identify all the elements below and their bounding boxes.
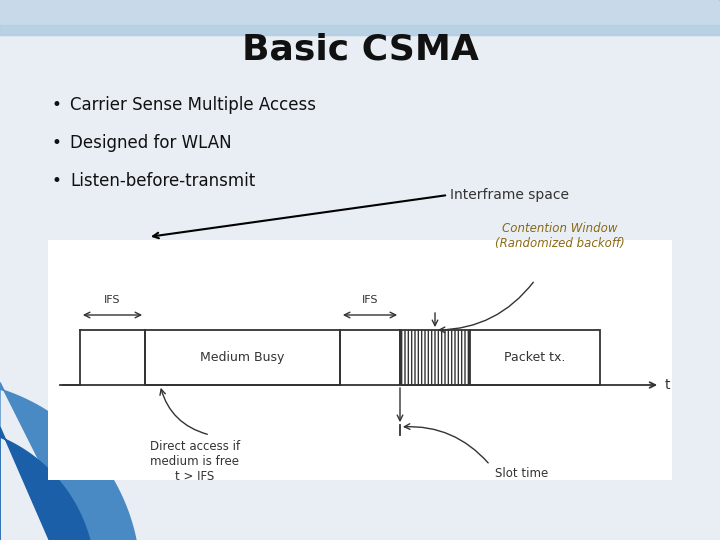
Text: Packet tx.: Packet tx. [504,351,566,364]
Polygon shape [0,380,140,540]
Text: IFS: IFS [361,295,378,305]
Text: Basic CSMA: Basic CSMA [242,33,478,67]
Text: IFS: IFS [104,295,121,305]
Bar [145,330,340,385]
Text: Medium Busy: Medium Busy [200,351,284,364]
Bar [48,240,672,480]
Text: •: • [52,134,62,152]
Text: •: • [52,96,62,114]
Polygon shape [0,425,95,540]
Text: Listen-before-transmit: Listen-before-transmit [70,172,256,190]
Text: Carrier Sense Multiple Access: Carrier Sense Multiple Access [70,96,316,114]
Text: Direct access if
medium is free
t > IFS: Direct access if medium is free t > IFS [150,440,240,483]
Bar [470,330,600,385]
Bar [400,330,470,385]
Text: Contention Window
(Randomized backoff): Contention Window (Randomized backoff) [495,222,625,250]
Text: Designed for WLAN: Designed for WLAN [70,134,232,152]
Text: Slot time: Slot time [495,467,548,480]
Text: Interframe space: Interframe space [450,188,569,202]
Text: •: • [52,172,62,190]
Text: t: t [665,378,670,392]
